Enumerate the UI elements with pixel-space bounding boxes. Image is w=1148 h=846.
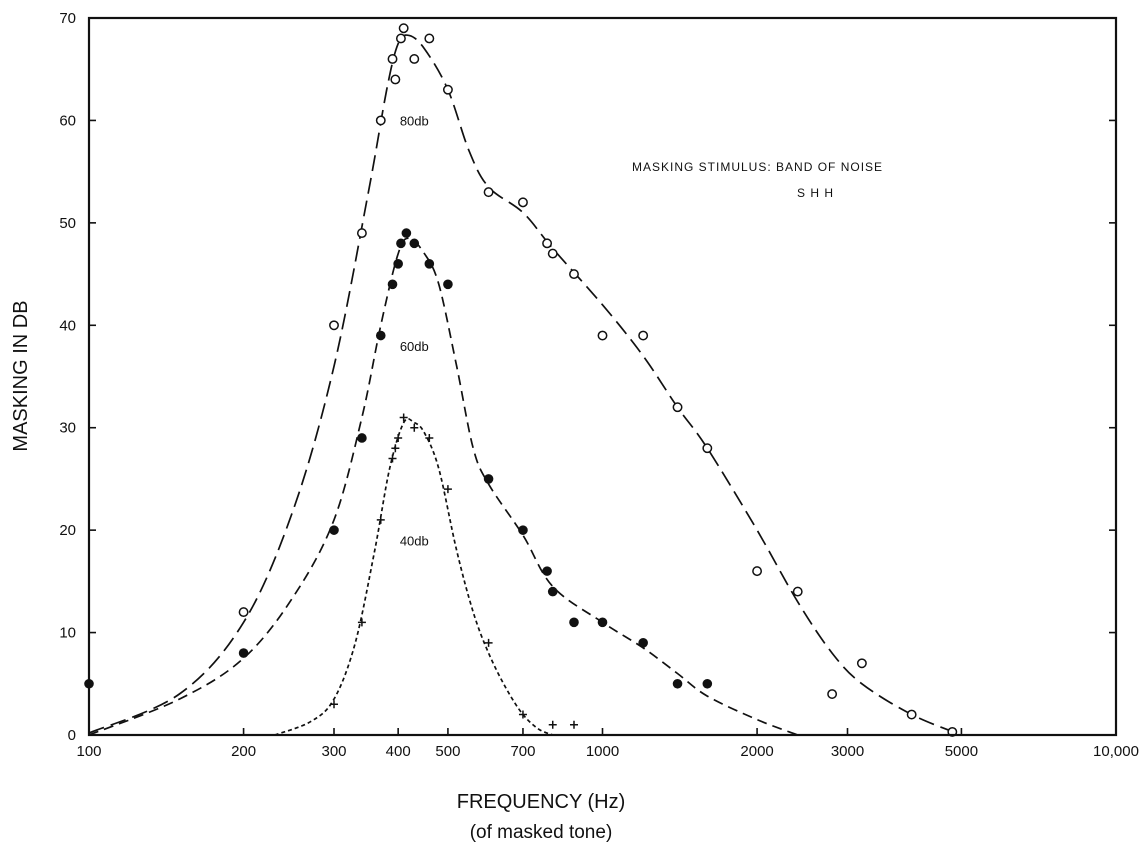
point-60db	[443, 279, 453, 290]
point-60db	[393, 259, 403, 269]
point-40db	[394, 433, 403, 442]
point-80db	[827, 689, 838, 699]
curve-label-40db: 40db	[400, 534, 429, 549]
point-60db	[424, 259, 435, 269]
curve-80db	[88, 34, 962, 736]
tick-layer: 100 200 300 400 500 700 1000 2000 3000 5000 10,000…	[59, 10, 1139, 760]
point-80db	[569, 269, 579, 280]
point-80db	[483, 187, 494, 198]
annotation-subject: S H H	[797, 186, 834, 200]
point-60db	[518, 525, 528, 535]
point-60db	[396, 238, 406, 249]
point-40db	[484, 638, 493, 647]
y-axis-title: MASKING IN DB	[10, 300, 32, 451]
point-60db	[483, 474, 494, 484]
point-80db	[856, 658, 867, 669]
point-80db	[638, 330, 649, 341]
point-80db	[356, 228, 367, 239]
point-80db	[409, 54, 420, 64]
point-60db	[329, 525, 339, 535]
point-80db	[329, 320, 339, 331]
y-tick-label: 40	[59, 317, 76, 334]
curve-40db	[274, 417, 554, 736]
curve-label-60db: 60db	[400, 339, 429, 354]
point-80db	[542, 238, 553, 249]
point-60db	[597, 617, 608, 628]
points-layer	[84, 23, 958, 737]
point-80db	[702, 443, 713, 454]
x-tick-label: 500	[435, 743, 460, 760]
y-tick-label: 20	[59, 522, 76, 539]
point-80db	[752, 566, 763, 577]
x-tick-label: 100	[76, 743, 101, 760]
x-tick-label: 3000	[831, 743, 864, 760]
point-60db	[672, 678, 683, 689]
point-80db	[597, 330, 608, 341]
point-80db	[390, 74, 401, 85]
point-40db	[357, 618, 366, 627]
point-40db	[388, 454, 397, 463]
point-40db	[399, 413, 408, 422]
point-60db	[357, 433, 367, 443]
x-tick-label: 2000	[740, 743, 773, 760]
point-80db	[792, 586, 803, 597]
point-80db	[672, 402, 683, 413]
x-tick-label: 10,000	[1093, 743, 1139, 760]
curve-label-80db: 80db	[400, 114, 429, 129]
curve-60db	[88, 237, 799, 736]
point-60db	[638, 638, 648, 648]
curve-labels-layer: 80db 60db 40db	[400, 114, 429, 549]
point-60db	[387, 279, 398, 290]
x-tick-label: 700	[510, 743, 535, 760]
point-60db	[401, 228, 412, 238]
point-40db	[518, 710, 527, 719]
x-tick-label: 5000	[945, 743, 978, 760]
x-tick-label: 300	[321, 743, 346, 760]
point-80db	[906, 709, 917, 720]
point-60db	[569, 617, 579, 628]
point-80db	[442, 84, 453, 95]
point-40db	[548, 720, 557, 729]
x-tick-label: 400	[386, 743, 411, 760]
point-60db	[409, 238, 420, 249]
point-80db	[398, 23, 409, 34]
point-60db	[375, 330, 386, 341]
point-80db	[238, 607, 249, 618]
y-tick-label: 60	[59, 112, 76, 129]
point-80db	[395, 33, 406, 44]
point-80db	[424, 33, 435, 44]
point-40db	[443, 485, 452, 494]
point-60db	[547, 586, 558, 597]
x-tick-label: 1000	[586, 743, 619, 760]
x-axis-subtitle: (of masked tone)	[470, 822, 613, 843]
y-tick-label: 30	[59, 420, 76, 437]
point-40db	[410, 423, 419, 432]
plot-frame	[87, 16, 1118, 737]
point-60db	[542, 566, 552, 576]
point-40db	[330, 700, 339, 709]
point-60db	[238, 648, 249, 658]
annotation-masking-stimulus: MASKING STIMULUS: BAND OF NOISE	[632, 160, 883, 174]
point-80db	[375, 115, 386, 126]
point-80db	[387, 54, 398, 64]
y-tick-label: 10	[59, 625, 76, 642]
point-40db	[376, 515, 385, 524]
point-40db	[569, 720, 578, 729]
y-tick-label: 0	[68, 727, 76, 744]
x-axis-title: FREQUENCY (Hz)	[457, 791, 626, 813]
point-60db	[702, 678, 713, 689]
curves-layer	[88, 34, 962, 736]
y-tick-label: 70	[59, 10, 76, 27]
point-80db	[547, 248, 558, 259]
x-tick-label: 200	[231, 743, 256, 760]
y-tick-label: 50	[59, 215, 76, 232]
point-40db	[391, 444, 400, 453]
point-80db	[518, 197, 528, 208]
point-40db	[425, 433, 434, 442]
